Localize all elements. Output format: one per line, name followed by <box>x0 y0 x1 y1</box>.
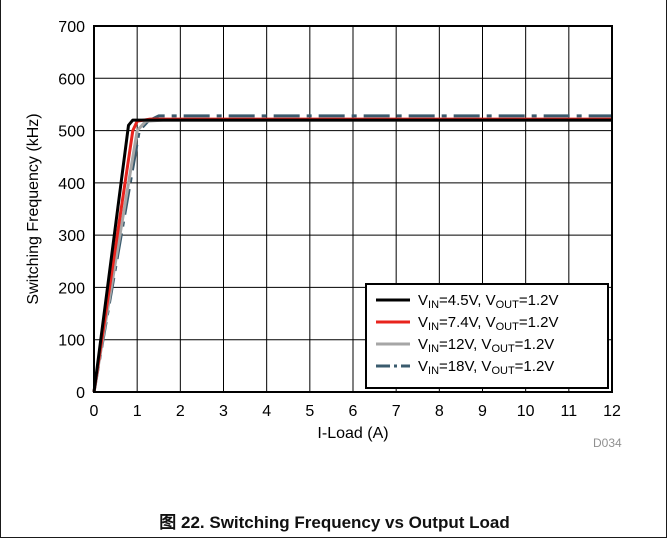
y-tick-label: 600 <box>58 71 85 88</box>
y-tick-label: 0 <box>76 385 85 402</box>
x-tick-label: 1 <box>133 403 142 420</box>
legend-label-4: VIN=18V, VOUT=1.2V <box>418 358 554 377</box>
x-tick-label: 3 <box>219 403 228 420</box>
legend-label-2: VIN=7.4V, VOUT=1.2V <box>418 314 558 333</box>
figure-id: D034 <box>593 436 622 450</box>
legend-label-1: VIN=4.5V, VOUT=1.2V <box>418 292 558 311</box>
series-line-1 <box>92 118 612 393</box>
y-tick-label: 300 <box>58 228 85 245</box>
y-tick-label: 200 <box>58 280 85 297</box>
x-tick-label: 2 <box>176 403 185 420</box>
y-tick-label: 500 <box>58 124 85 141</box>
series-lines <box>92 114 612 393</box>
x-tick-label: 5 <box>305 403 314 420</box>
x-tick-label: 4 <box>262 403 271 420</box>
x-tick-label: 10 <box>517 403 535 420</box>
x-tick-label: 0 <box>90 403 99 420</box>
figure-caption: 图 22. Switching Frequency vs Output Load <box>159 513 510 532</box>
plot-area-border <box>93 25 613 393</box>
x-tick-label: 7 <box>392 403 401 420</box>
x-tick-label: 11 <box>561 403 578 420</box>
y-tick-label: 400 <box>58 176 85 193</box>
y-axis-label: Switching Frequency (kHz) <box>25 113 42 304</box>
legend-label-3: VIN=12V, VOUT=1.2V <box>418 336 554 355</box>
legend: VIN=4.5V, VOUT=1.2V VIN=7.4V, VOUT=1.2V VI… <box>365 283 609 389</box>
x-tick-label: 9 <box>478 403 487 420</box>
x-tick-label: 8 <box>435 403 444 420</box>
y-tick-label: 100 <box>58 333 85 350</box>
x-tick-label: 12 <box>603 403 621 420</box>
x-tick-label: 6 <box>349 403 358 420</box>
y-tick-label: 700 <box>58 19 85 36</box>
x-axis-label: I-Load (A) <box>317 425 388 442</box>
